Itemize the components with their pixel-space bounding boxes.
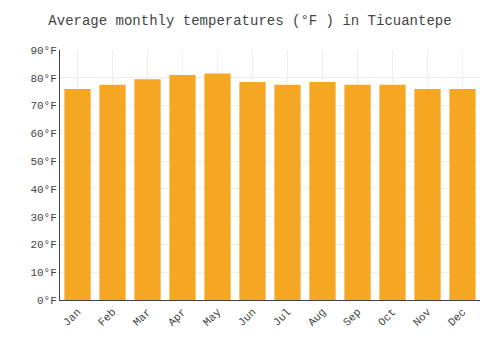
svg-text:Average monthly temperatures (: Average monthly temperatures (°F ) in Ti… [48,13,451,29]
svg-text:70°F: 70°F [30,100,56,112]
svg-text:20°F: 20°F [30,239,56,251]
svg-text:50°F: 50°F [30,156,56,168]
svg-text:Jun: Jun [236,306,258,328]
svg-text:Jan: Jan [61,306,83,328]
svg-text:May: May [201,306,224,329]
svg-text:Feb: Feb [96,306,118,328]
svg-text:80°F: 80°F [30,73,56,85]
svg-text:Jul: Jul [271,306,293,328]
svg-text:Sep: Sep [341,306,363,328]
svg-text:Oct: Oct [376,306,398,328]
svg-text:10°F: 10°F [30,267,56,279]
svg-text:0°F: 0°F [37,295,57,307]
svg-text:Dec: Dec [446,306,468,328]
svg-text:60°F: 60°F [30,128,56,140]
svg-text:90°F: 90°F [30,45,56,57]
svg-text:Nov: Nov [411,306,434,329]
svg-text:Mar: Mar [131,306,153,328]
svg-text:40°F: 40°F [30,184,56,196]
svg-text:30°F: 30°F [30,212,56,224]
svg-text:Aug: Aug [306,306,328,328]
svg-text:Apr: Apr [166,306,188,328]
